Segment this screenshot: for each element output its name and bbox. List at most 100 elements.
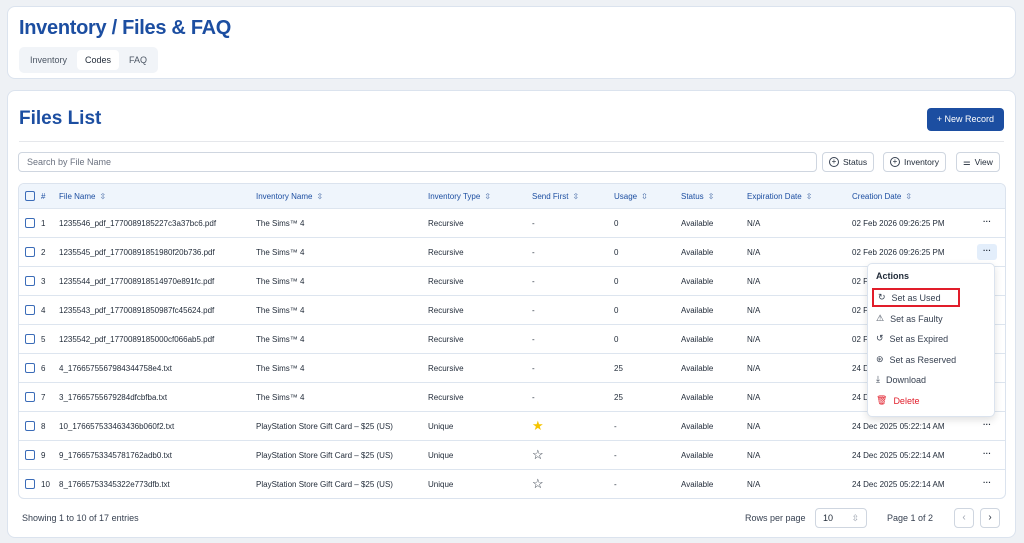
- reserved-icon: ⊛: [876, 354, 884, 364]
- cell-n: 4: [41, 305, 46, 315]
- rows-per-page-select[interactable]: 10 ⇳: [815, 508, 867, 528]
- row-checkbox[interactable]: [25, 247, 35, 257]
- cell-inv: The Sims™ 4: [256, 392, 305, 402]
- view-button[interactable]: ⚌ View: [956, 152, 1000, 172]
- table-row: 2 1235545_pdf_17700891851980f20b736.pdf Th…: [19, 237, 1005, 266]
- cell-type: Recursive: [428, 276, 464, 286]
- star-outline-icon[interactable]: ☆: [532, 447, 544, 462]
- menu-item-delete[interactable]: 🗑 Delete: [876, 395, 920, 406]
- table-row: 6 4_1766575567984344758e4.txt The Sims™ 4 R…: [19, 353, 1005, 382]
- cell-file: 3_17665755679284dfcbfba.txt: [59, 392, 168, 402]
- cell-created: 02 Feb 2026 09:26:25 PM: [852, 218, 945, 228]
- sliders-icon: ⚌: [963, 157, 971, 167]
- row-actions-button[interactable]: ···: [983, 420, 991, 429]
- search-input[interactable]: Search by File Name: [18, 152, 817, 172]
- new-record-button[interactable]: + New Record: [926, 108, 1004, 131]
- cell-n: 8: [41, 421, 46, 431]
- col-inventory-type[interactable]: Inventory Type ⇳: [428, 191, 492, 201]
- cell-type: Unique: [428, 421, 454, 431]
- cell-exp: N/A: [747, 218, 761, 228]
- divider: [19, 141, 1004, 142]
- col-creation-date[interactable]: Creation Date ⇳: [852, 191, 913, 201]
- row-checkbox[interactable]: [25, 479, 35, 489]
- row-checkbox[interactable]: [25, 392, 35, 402]
- cell-created: 24 Dec 2025 05:22:14 AM: [852, 421, 945, 431]
- cell-created: 24 Dec 2025 05:22:14 AM: [852, 450, 945, 460]
- cell-status: Available: [681, 421, 714, 431]
- tab-faq[interactable]: FAQ: [129, 55, 148, 65]
- table-row: 4 1235543_pdf_17700891850987fc45624.pdf Th…: [19, 295, 1005, 324]
- cell-send: -: [532, 305, 535, 315]
- table-header: # File Name ⇳ Inventory Name ⇳ Inventory T…: [19, 184, 1005, 208]
- history-icon: ↺: [876, 333, 884, 343]
- col-usage[interactable]: Usage ⇳: [614, 191, 648, 201]
- cell-send: -: [532, 247, 535, 257]
- cell-file: 1235545_pdf_17700891851980f20b736.pdf: [59, 247, 215, 257]
- section-title: Files List: [19, 108, 102, 129]
- row-checkbox[interactable]: [25, 334, 35, 344]
- cell-status: Available: [681, 276, 714, 286]
- star-outline-icon[interactable]: ☆: [532, 476, 544, 491]
- files-table: # File Name ⇳ Inventory Name ⇳ Inventory T…: [18, 183, 1006, 499]
- refresh-icon: ↻: [878, 292, 886, 302]
- prev-page-button[interactable]: ‹: [954, 508, 974, 528]
- cell-inv: The Sims™ 4: [256, 218, 305, 228]
- warning-icon: ⚠: [876, 313, 885, 323]
- cell-inv: The Sims™ 4: [256, 363, 305, 373]
- menu-item-set-used[interactable]: ↻ Set as Used: [872, 288, 960, 307]
- star-filled-icon[interactable]: ★: [532, 418, 544, 433]
- cell-n: 1: [41, 218, 46, 228]
- tab-inventory[interactable]: Inventory: [30, 55, 68, 65]
- cell-exp: N/A: [747, 450, 761, 460]
- menu-item-download[interactable]: ⤓ Download: [876, 374, 927, 385]
- cell-status: Available: [681, 479, 714, 489]
- menu-item-set-expired[interactable]: ↺ Set as Expired: [876, 333, 949, 344]
- tab-codes[interactable]: Codes: [77, 50, 120, 70]
- col-file-name[interactable]: File Name ⇳: [59, 191, 107, 201]
- cell-send: -: [532, 334, 535, 344]
- cell-usage: -: [614, 479, 617, 489]
- entries-info: Showing 1 to 10 of 17 entries: [22, 513, 139, 523]
- menu-item-set-faulty[interactable]: ⚠ Set as Faulty: [876, 313, 943, 324]
- status-filter-button[interactable]: + Status: [822, 152, 875, 172]
- row-checkbox[interactable]: [25, 450, 35, 460]
- row-checkbox[interactable]: [25, 276, 35, 286]
- row-checkbox[interactable]: [25, 305, 35, 315]
- row-actions-button[interactable]: ···: [983, 217, 991, 226]
- next-page-button[interactable]: ›: [980, 508, 1000, 528]
- cell-type: Unique: [428, 450, 454, 460]
- row-actions-button[interactable]: ···: [983, 449, 991, 458]
- menu-item-set-reserved[interactable]: ⊛ Set as Reserved: [876, 354, 957, 365]
- cell-file: 1235542_pdf_1770089185000cf066ab5.pdf: [59, 334, 215, 344]
- cell-exp: N/A: [747, 421, 761, 431]
- cell-inv: The Sims™ 4: [256, 276, 305, 286]
- cell-n: 10: [41, 479, 50, 489]
- label: View: [974, 157, 993, 167]
- col-send-first[interactable]: Send First ⇳: [532, 191, 580, 201]
- cell-send: -: [532, 218, 535, 228]
- cell-send: -: [532, 276, 535, 286]
- col-status[interactable]: Status ⇳: [681, 191, 715, 201]
- cell-inv: PlayStation Store Gift Card – $25 (US): [256, 479, 393, 489]
- cell-inv: PlayStation Store Gift Card – $25 (US): [256, 450, 393, 460]
- col-expiration-date[interactable]: Expiration Date ⇳: [747, 191, 813, 201]
- label: Status: [843, 157, 868, 167]
- cell-send: -: [532, 363, 535, 373]
- row-checkbox[interactable]: [25, 363, 35, 373]
- cell-n: 2: [41, 247, 46, 257]
- inventory-filter-button[interactable]: + Inventory: [883, 152, 946, 172]
- row-checkbox[interactable]: [25, 421, 35, 431]
- row-actions-button[interactable]: ···: [983, 478, 991, 487]
- cell-type: Recursive: [428, 363, 464, 373]
- actions-menu: Actions ↻ Set as Used ⚠ Set as Faulty ↺ Set…: [867, 263, 995, 417]
- cell-exp: N/A: [747, 247, 761, 257]
- row-actions-button[interactable]: ···: [977, 244, 997, 260]
- cell-inv: The Sims™ 4: [256, 247, 305, 257]
- table-row: 10 8_17665753345322e773dfb.txt PlayStation…: [19, 469, 1005, 498]
- row-checkbox[interactable]: [25, 218, 35, 228]
- cell-exp: N/A: [747, 276, 761, 286]
- select-all-checkbox[interactable]: [25, 191, 35, 201]
- cell-file: 1235546_pdf_1770089185227c3a37bc6.pdf: [59, 218, 217, 228]
- col-inventory-name[interactable]: Inventory Name ⇳: [256, 191, 324, 201]
- cell-file: 1235543_pdf_17700891850987fc45624.pdf: [59, 305, 215, 315]
